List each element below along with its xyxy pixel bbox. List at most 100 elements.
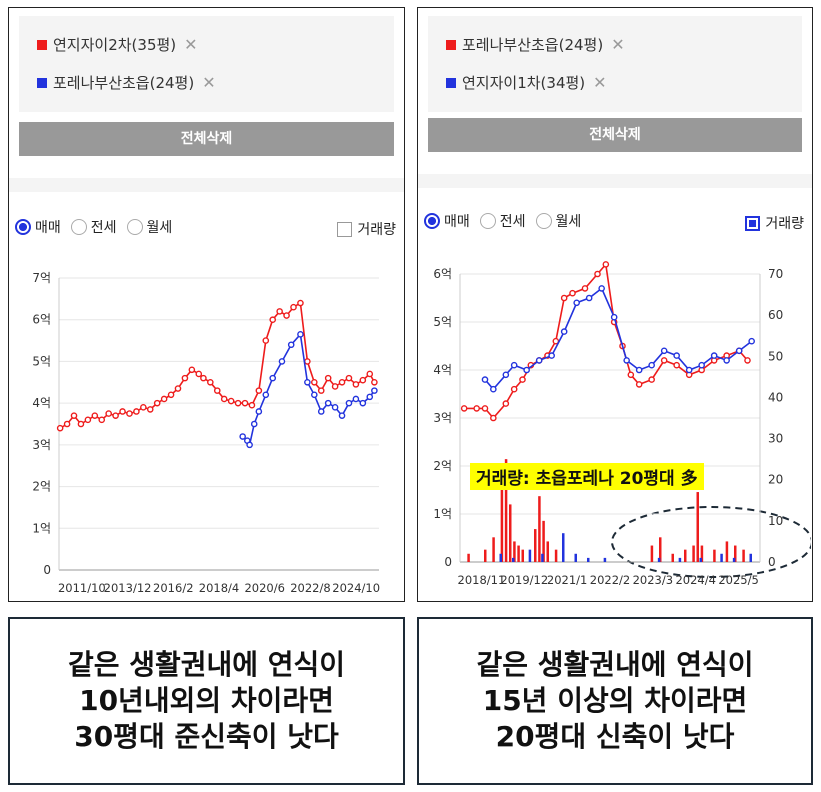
data-point bbox=[594, 270, 601, 278]
highlight-ellipse bbox=[611, 506, 811, 578]
data-point bbox=[502, 371, 510, 379]
volume-bar bbox=[713, 549, 716, 562]
data-point bbox=[523, 366, 530, 374]
data-point bbox=[91, 412, 99, 419]
y-tick-label: 0 bbox=[43, 563, 51, 577]
volume-bar bbox=[720, 553, 723, 562]
caption-left: 같은 생활권내에 연식이 10년내외의 차이라면 30평대 준신축이 낫다 bbox=[8, 617, 405, 785]
x-tick-label: 2018/4 bbox=[199, 581, 239, 595]
data-point bbox=[200, 374, 207, 382]
remove-icon[interactable]: ✕ bbox=[611, 35, 625, 54]
data-point bbox=[278, 358, 286, 365]
data-point bbox=[610, 313, 618, 321]
data-point bbox=[473, 405, 480, 412]
tab-monthly[interactable]: 월세 bbox=[535, 211, 581, 231]
caption-right: 같은 생활권내에 연식이 15년 이상의 차이라면 20평대 신축이 낫다 bbox=[417, 617, 813, 785]
data-point bbox=[207, 378, 214, 386]
x-tick-label: 2011/10 bbox=[58, 581, 106, 595]
x-tick-label: 2025/5 bbox=[718, 573, 758, 587]
delete-all-button[interactable]: 전체삭제 bbox=[19, 122, 394, 156]
data-point bbox=[255, 408, 263, 415]
volume-bar bbox=[542, 520, 545, 562]
caption-line: 30평대 준신축이 낫다 bbox=[74, 720, 339, 753]
data-point bbox=[195, 370, 203, 378]
compare-list: 연지자이2차(35평) ✕ 포레나부산초읍(24평) ✕ bbox=[19, 16, 394, 112]
radio-icon bbox=[70, 219, 87, 235]
trade-type-tabs: 매매 전세 월세 bbox=[15, 214, 398, 240]
y-tick-label: 3억 bbox=[32, 438, 51, 452]
data-point bbox=[481, 376, 489, 383]
data-point bbox=[287, 341, 295, 349]
y-tick-label: 0 bbox=[444, 555, 452, 569]
y2-tick-label: 40 bbox=[768, 390, 783, 404]
tab-jeonse[interactable]: 전세 bbox=[479, 211, 526, 231]
data-point bbox=[77, 420, 85, 428]
checkbox-icon bbox=[337, 221, 353, 237]
remove-icon[interactable]: ✕ bbox=[202, 73, 216, 92]
data-point bbox=[569, 289, 576, 297]
volume-bar bbox=[546, 541, 549, 562]
data-point bbox=[598, 285, 605, 292]
checkbox-icon bbox=[745, 215, 761, 231]
series-color-swatch bbox=[37, 39, 47, 50]
radio-icon bbox=[424, 213, 440, 229]
volume-bar bbox=[725, 541, 729, 562]
data-point bbox=[250, 420, 258, 428]
data-point bbox=[748, 337, 755, 345]
remove-icon[interactable]: ✕ bbox=[593, 73, 607, 92]
y2-tick-label: 30 bbox=[768, 432, 783, 446]
series-color-swatch bbox=[37, 77, 47, 88]
volume-bar bbox=[504, 459, 508, 562]
data-point bbox=[105, 410, 112, 417]
y-tick-label: 5억 bbox=[433, 315, 452, 329]
right-panel: 포레나부산초읍(24평) ✕ 연지자이1차(34평) ✕ 전체삭제 매매 전세 … bbox=[417, 7, 813, 602]
data-point bbox=[241, 399, 249, 407]
volume-bar bbox=[671, 553, 674, 562]
data-point bbox=[112, 412, 119, 419]
volume-label: 거래량 bbox=[357, 222, 396, 238]
x-tick-label: 2020/6 bbox=[244, 581, 284, 595]
data-point bbox=[84, 416, 92, 424]
volume-bar bbox=[700, 545, 704, 562]
data-point bbox=[239, 433, 246, 440]
volume-bar bbox=[538, 496, 541, 562]
compare-item-2: 포레나부산초읍(24평) ✕ bbox=[37, 72, 216, 93]
x-tick-label: 2022/8 bbox=[290, 581, 330, 595]
series-line bbox=[464, 262, 749, 420]
data-point bbox=[502, 400, 510, 407]
data-point bbox=[510, 385, 518, 393]
volume-bar bbox=[492, 537, 495, 562]
volume-bar bbox=[521, 549, 524, 562]
remove-icon[interactable]: ✕ bbox=[184, 35, 198, 54]
compare-item-1: 포레나부산초읍(24평) ✕ bbox=[446, 34, 625, 55]
x-tick-label: 2021/1 bbox=[547, 573, 587, 587]
data-point bbox=[673, 361, 680, 369]
y2-tick-label: 0 bbox=[768, 555, 776, 569]
volume-bar bbox=[742, 549, 745, 562]
data-point bbox=[635, 366, 643, 374]
delete-all-button[interactable]: 전체삭제 bbox=[428, 118, 802, 152]
volume-bar bbox=[541, 553, 544, 562]
volume-toggle[interactable]: 거래량 bbox=[745, 213, 804, 233]
data-point bbox=[535, 357, 543, 364]
data-point bbox=[297, 331, 304, 338]
tab-monthly-label: 월세 bbox=[146, 220, 173, 236]
data-point bbox=[146, 406, 154, 413]
data-point bbox=[297, 299, 304, 307]
data-point bbox=[304, 378, 311, 386]
tab-monthly[interactable]: 월세 bbox=[126, 217, 173, 237]
data-point bbox=[220, 395, 228, 403]
data-point bbox=[234, 399, 242, 407]
volume-bar bbox=[513, 541, 516, 562]
y2-tick-label: 70 bbox=[768, 267, 783, 281]
data-point bbox=[359, 376, 367, 384]
volume-toggle[interactable]: 거래량 bbox=[337, 219, 396, 239]
data-point bbox=[269, 316, 277, 324]
tab-sale[interactable]: 매매 bbox=[15, 217, 61, 237]
data-point bbox=[345, 399, 353, 407]
x-tick-label: 2013/12 bbox=[104, 581, 152, 595]
radio-icon bbox=[126, 219, 143, 235]
tab-sale[interactable]: 매매 bbox=[424, 211, 470, 231]
tab-jeonse[interactable]: 전세 bbox=[70, 217, 117, 237]
y-tick-label: 4억 bbox=[32, 396, 51, 410]
